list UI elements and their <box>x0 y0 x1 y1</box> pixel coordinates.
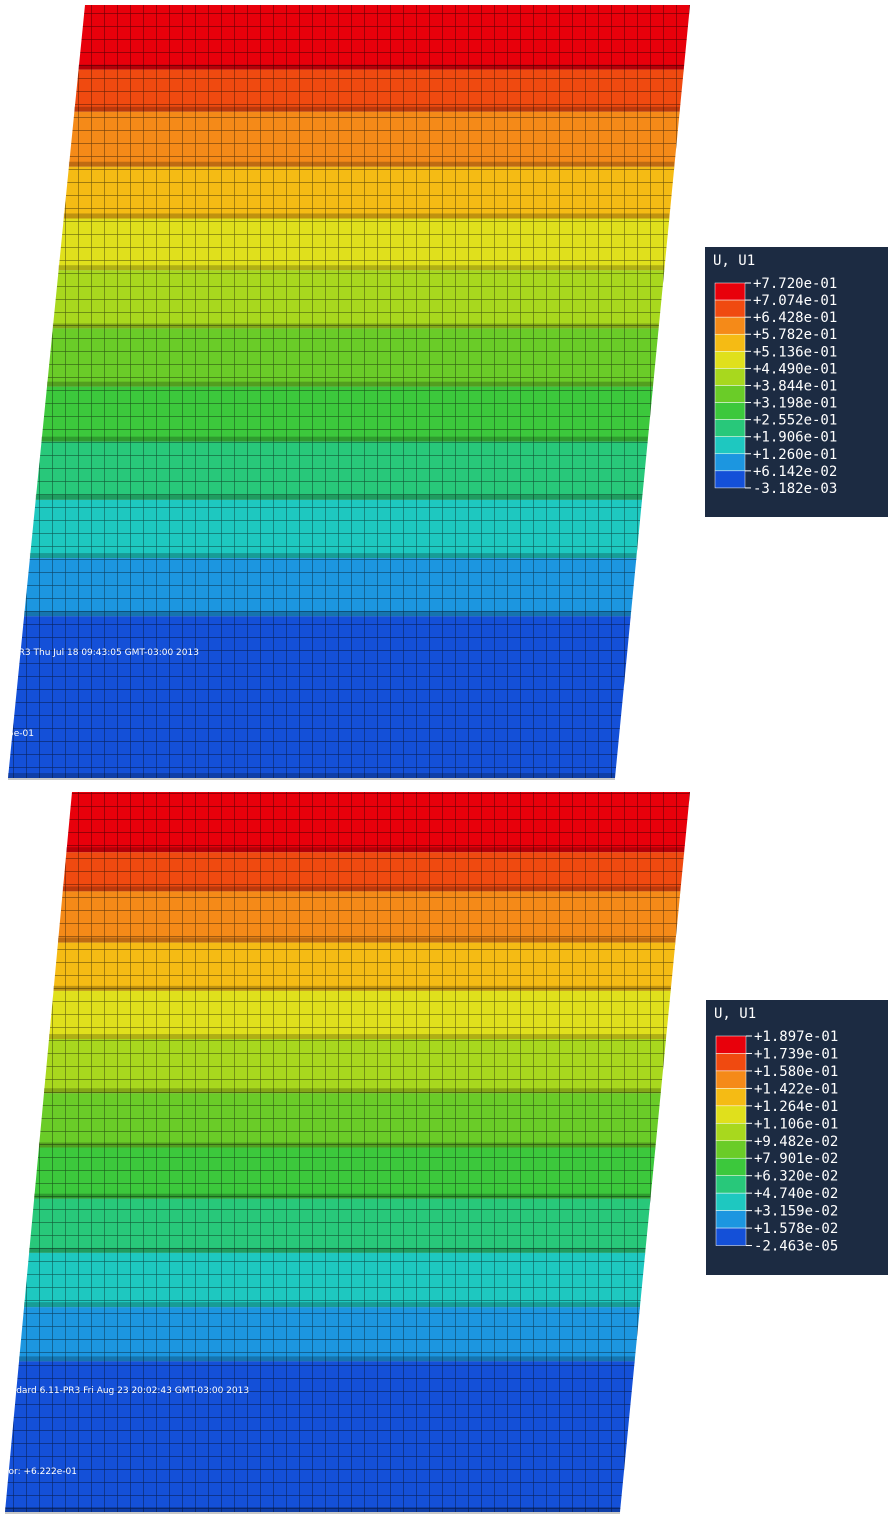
footer-text: andard 6.11-PR3 Fri Aug 23 20:02:43 GMT-… <box>5 1386 249 1396</box>
contour-plot: andard 6.11-PR3 Fri Aug 23 20:02:43 GMT-… <box>5 792 690 1514</box>
legend-label: +1.264e-01 <box>754 1099 838 1115</box>
legend-swatch <box>714 351 746 369</box>
footer-text: 5e-01 <box>8 729 34 739</box>
legend-swatch <box>714 470 746 489</box>
legend-swatch <box>714 385 746 403</box>
legend-swatch <box>715 1140 747 1159</box>
legend-label: +9.482e-02 <box>754 1134 838 1150</box>
legend-title: U, U1 <box>713 253 755 269</box>
legend-swatch <box>714 333 746 352</box>
legend-swatch <box>715 1157 747 1176</box>
mesh-grid <box>5 792 690 1512</box>
legend-label: +1.260e-01 <box>753 447 837 463</box>
legend-swatch <box>714 419 746 437</box>
legend-title: U, U1 <box>714 1006 756 1022</box>
legend-label: +1.897e-01 <box>754 1029 838 1045</box>
legend-swatch <box>714 402 746 420</box>
legend-label: +1.106e-01 <box>754 1116 838 1132</box>
legend-label: +6.142e-02 <box>753 464 837 480</box>
legend: U, U1 +1.897e-01+1.739e-01 +1.580e-01+1.42… <box>706 1000 888 1275</box>
legend-swatch <box>715 1035 747 1054</box>
legend-swatch <box>714 282 746 301</box>
mesh-grid <box>8 5 690 778</box>
legend-swatch <box>714 368 746 386</box>
legend: U, U1 +7.720e-01+7.074e-01+6.428e-01+5.78… <box>705 247 888 517</box>
legend-swatch <box>714 299 746 318</box>
legend-label: +3.159e-02 <box>754 1204 838 1220</box>
legend-label: +1.906e-01 <box>753 430 837 446</box>
legend-swatch <box>714 453 746 472</box>
legend-label: -3.182e-03 <box>753 481 837 497</box>
legend-label: +3.844e-01 <box>753 378 837 394</box>
legend-swatch <box>715 1053 747 1072</box>
legend-label: +4.740e-02 <box>754 1186 838 1202</box>
legend-label: +6.428e-01 <box>753 310 837 326</box>
legend-swatch <box>715 1192 747 1211</box>
footer-text: -PR3 Thu Jul 18 09:43:05 GMT-03:00 2013 <box>10 648 199 658</box>
legend-swatch <box>714 316 746 335</box>
contour-plot: -PR3 Thu Jul 18 09:43:05 GMT-03:00 2013 5… <box>8 5 690 780</box>
legend-label: +1.422e-01 <box>754 1081 838 1097</box>
legend-swatch <box>715 1175 747 1194</box>
legend-swatch <box>715 1070 747 1089</box>
legend-label: +7.720e-01 <box>753 276 837 292</box>
legend-swatch <box>714 436 746 455</box>
legend-label: +1.739e-01 <box>754 1046 838 1062</box>
legend-label: +7.901e-02 <box>754 1151 838 1167</box>
footer-text: tor: +6.222e-01 <box>5 1467 77 1477</box>
legend-swatch <box>715 1227 747 1246</box>
legend-swatch <box>715 1105 747 1124</box>
legend-swatch <box>715 1123 747 1142</box>
legend-label: +4.490e-01 <box>753 361 837 377</box>
legend-label: +6.320e-02 <box>754 1169 838 1185</box>
legend-label: +7.074e-01 <box>753 293 837 309</box>
legend-label: +1.580e-01 <box>754 1064 838 1080</box>
legend-label: +5.782e-01 <box>753 327 837 343</box>
legend-label: +3.198e-01 <box>753 396 837 412</box>
legend-swatch <box>715 1210 747 1229</box>
legend-swatch <box>715 1088 747 1107</box>
legend-label: -2.463e-05 <box>754 1239 838 1255</box>
legend-label: +5.136e-01 <box>753 344 837 360</box>
legend-label: +2.552e-01 <box>753 413 837 429</box>
legend-label: +1.578e-02 <box>754 1221 838 1237</box>
